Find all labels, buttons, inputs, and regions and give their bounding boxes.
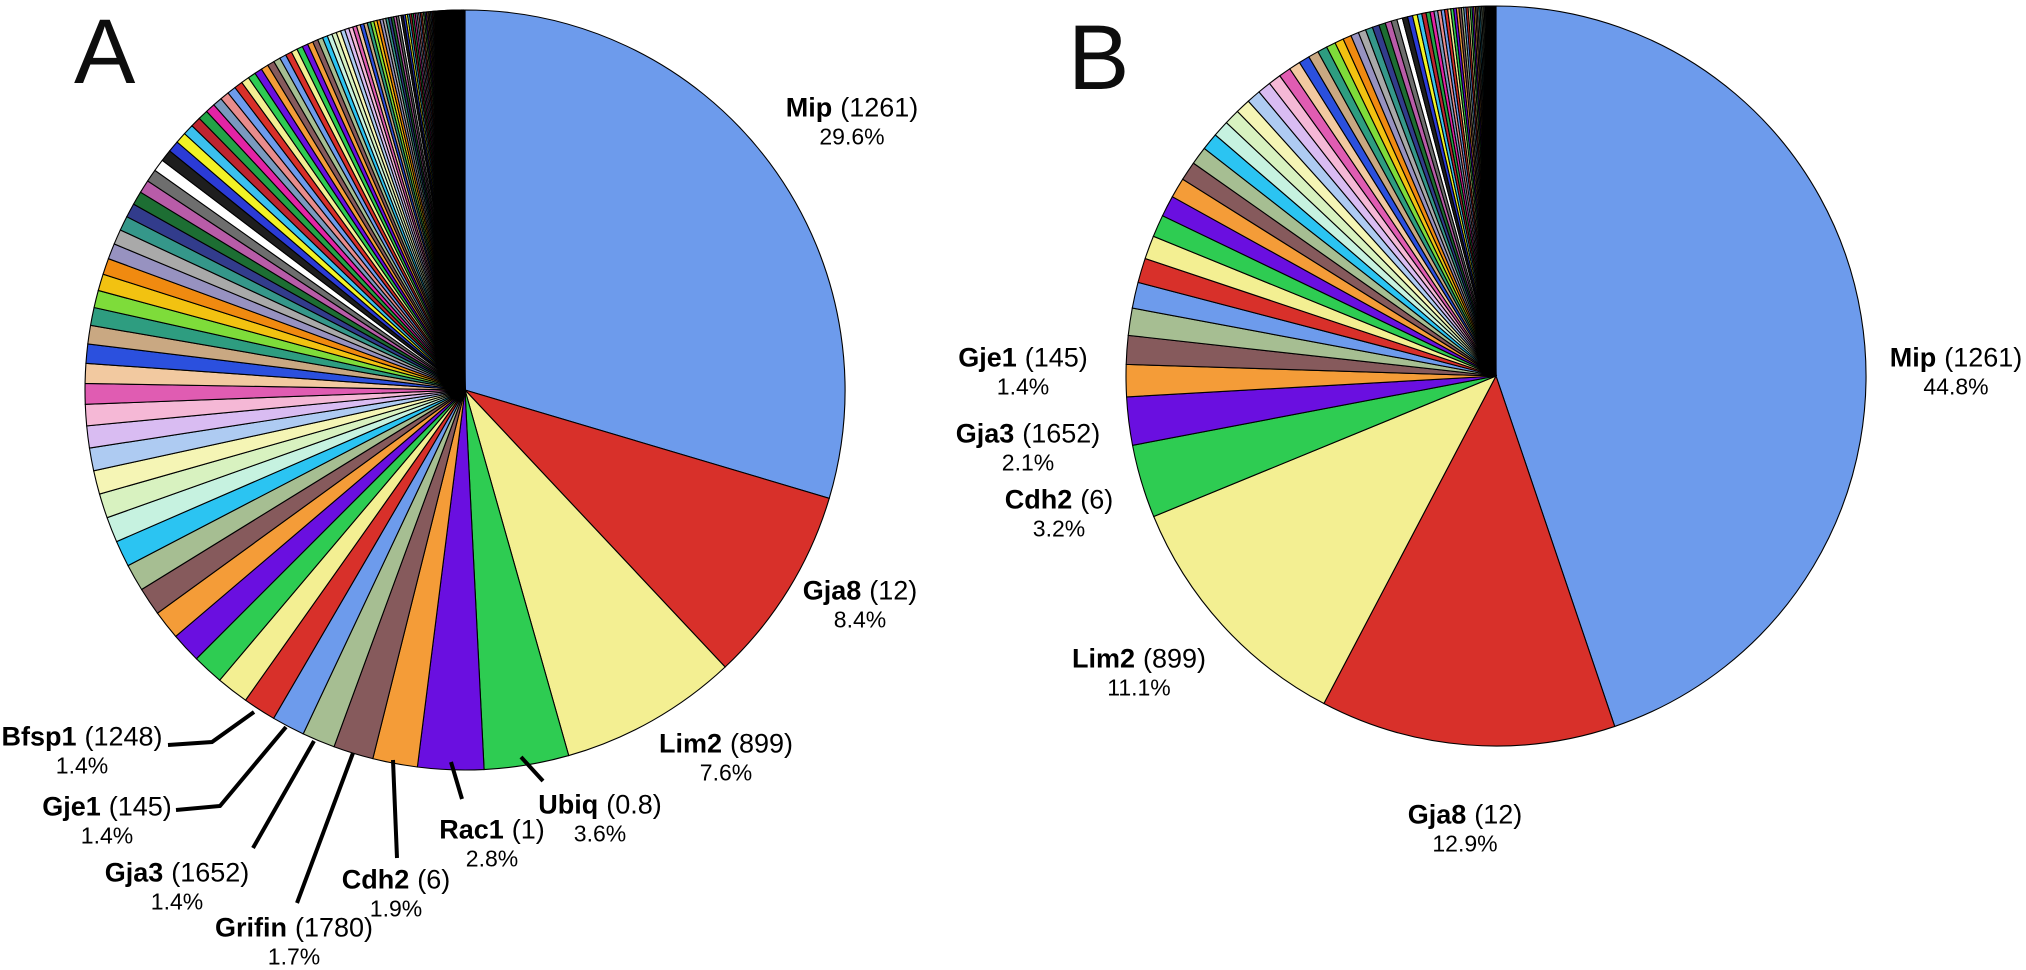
slice-percent: 2.8% <box>439 846 545 872</box>
slice-percent: 2.1% <box>956 450 1101 476</box>
label-a-mip: Mip(1261)29.6% <box>786 93 919 150</box>
slice-percent: 3.2% <box>1005 516 1114 542</box>
gene-count: (1261) <box>840 93 918 123</box>
slice-percent: 1.4% <box>958 374 1088 400</box>
gene-count: (1248) <box>84 722 162 752</box>
gene-name: Grifin <box>215 913 287 943</box>
label-b-lim2: Lim2 (899)11.1% <box>1072 644 1206 701</box>
gene-count: (899) <box>1143 644 1206 674</box>
gene-count: (1652) <box>1022 419 1100 449</box>
label-b-mip: Mip(1261)44.8% <box>1890 343 2023 400</box>
gene-name: Lim2 <box>1072 644 1135 674</box>
gene-name: Gja3 <box>105 858 164 888</box>
gene-name: Mip <box>786 93 833 123</box>
gene-count: (145) <box>109 792 172 822</box>
gene-name: Lim2 <box>659 729 722 759</box>
slice-percent: 1.4% <box>105 889 250 915</box>
gene-count: (899) <box>730 729 793 759</box>
label-a-gje1: Gje1 (145)1.4% <box>42 792 172 849</box>
gene-name: Cdh2 <box>1005 485 1073 515</box>
gene-name: Bfsp1 <box>1 722 76 752</box>
label-b-gja3: Gja3(1652)2.1% <box>956 419 1101 476</box>
slice-percent: 8.4% <box>803 607 918 633</box>
slice-percent: 11.1% <box>1072 675 1206 701</box>
slice-percent: 12.9% <box>1408 831 1523 857</box>
gene-name: Gja8 <box>803 576 862 606</box>
label-a-rac1: Rac1 (1)2.8% <box>439 815 545 872</box>
gene-name: Gja3 <box>956 419 1015 449</box>
label-a-grifin: Grifin (1780)1.7% <box>215 913 373 970</box>
slice-percent: 1.4% <box>1 753 162 779</box>
label-a-gja3: Gja3(1652)1.4% <box>105 858 250 915</box>
gene-count: (0.8) <box>606 790 662 820</box>
gene-count: (145) <box>1025 343 1088 373</box>
gene-name: Gje1 <box>958 343 1017 373</box>
slice-percent: 29.6% <box>786 124 919 150</box>
label-b-gje1: Gje1 (145)1.4% <box>958 343 1088 400</box>
slice-percent: 7.6% <box>659 760 793 786</box>
gene-count: (12) <box>1474 800 1522 830</box>
gene-count: (6) <box>417 865 450 895</box>
gene-name: Mip <box>1890 343 1937 373</box>
label-a-bfsp1: Bfsp1 (1248)1.4% <box>1 722 162 779</box>
gene-name: Gja8 <box>1408 800 1467 830</box>
label-b-cdh2: Cdh2(6)3.2% <box>1005 485 1114 542</box>
gene-count: (12) <box>869 576 917 606</box>
slice-percent: 1.7% <box>215 944 373 970</box>
gene-name: Gje1 <box>42 792 101 822</box>
slice-percent: 44.8% <box>1890 374 2023 400</box>
label-a-lim2: Lim2 (899)7.6% <box>659 729 793 786</box>
slice-percent: 3.6% <box>538 821 662 847</box>
gene-count: (6) <box>1080 485 1113 515</box>
gene-name: Ubiq <box>538 790 598 820</box>
slice-percent: 1.4% <box>42 823 172 849</box>
label-b-gja8: Gja8(12)12.9% <box>1408 800 1523 857</box>
label-a-gja8: Gja8(12)8.4% <box>803 576 918 633</box>
gene-count: (1) <box>512 815 545 845</box>
gene-count: (1261) <box>1944 343 2022 373</box>
gene-count: (1652) <box>171 858 249 888</box>
label-a-ubiq: Ubiq (0.8)3.6% <box>538 790 662 847</box>
gene-name: Rac1 <box>439 815 504 845</box>
gene-count: (1780) <box>295 913 373 943</box>
gene-name: Cdh2 <box>342 865 410 895</box>
